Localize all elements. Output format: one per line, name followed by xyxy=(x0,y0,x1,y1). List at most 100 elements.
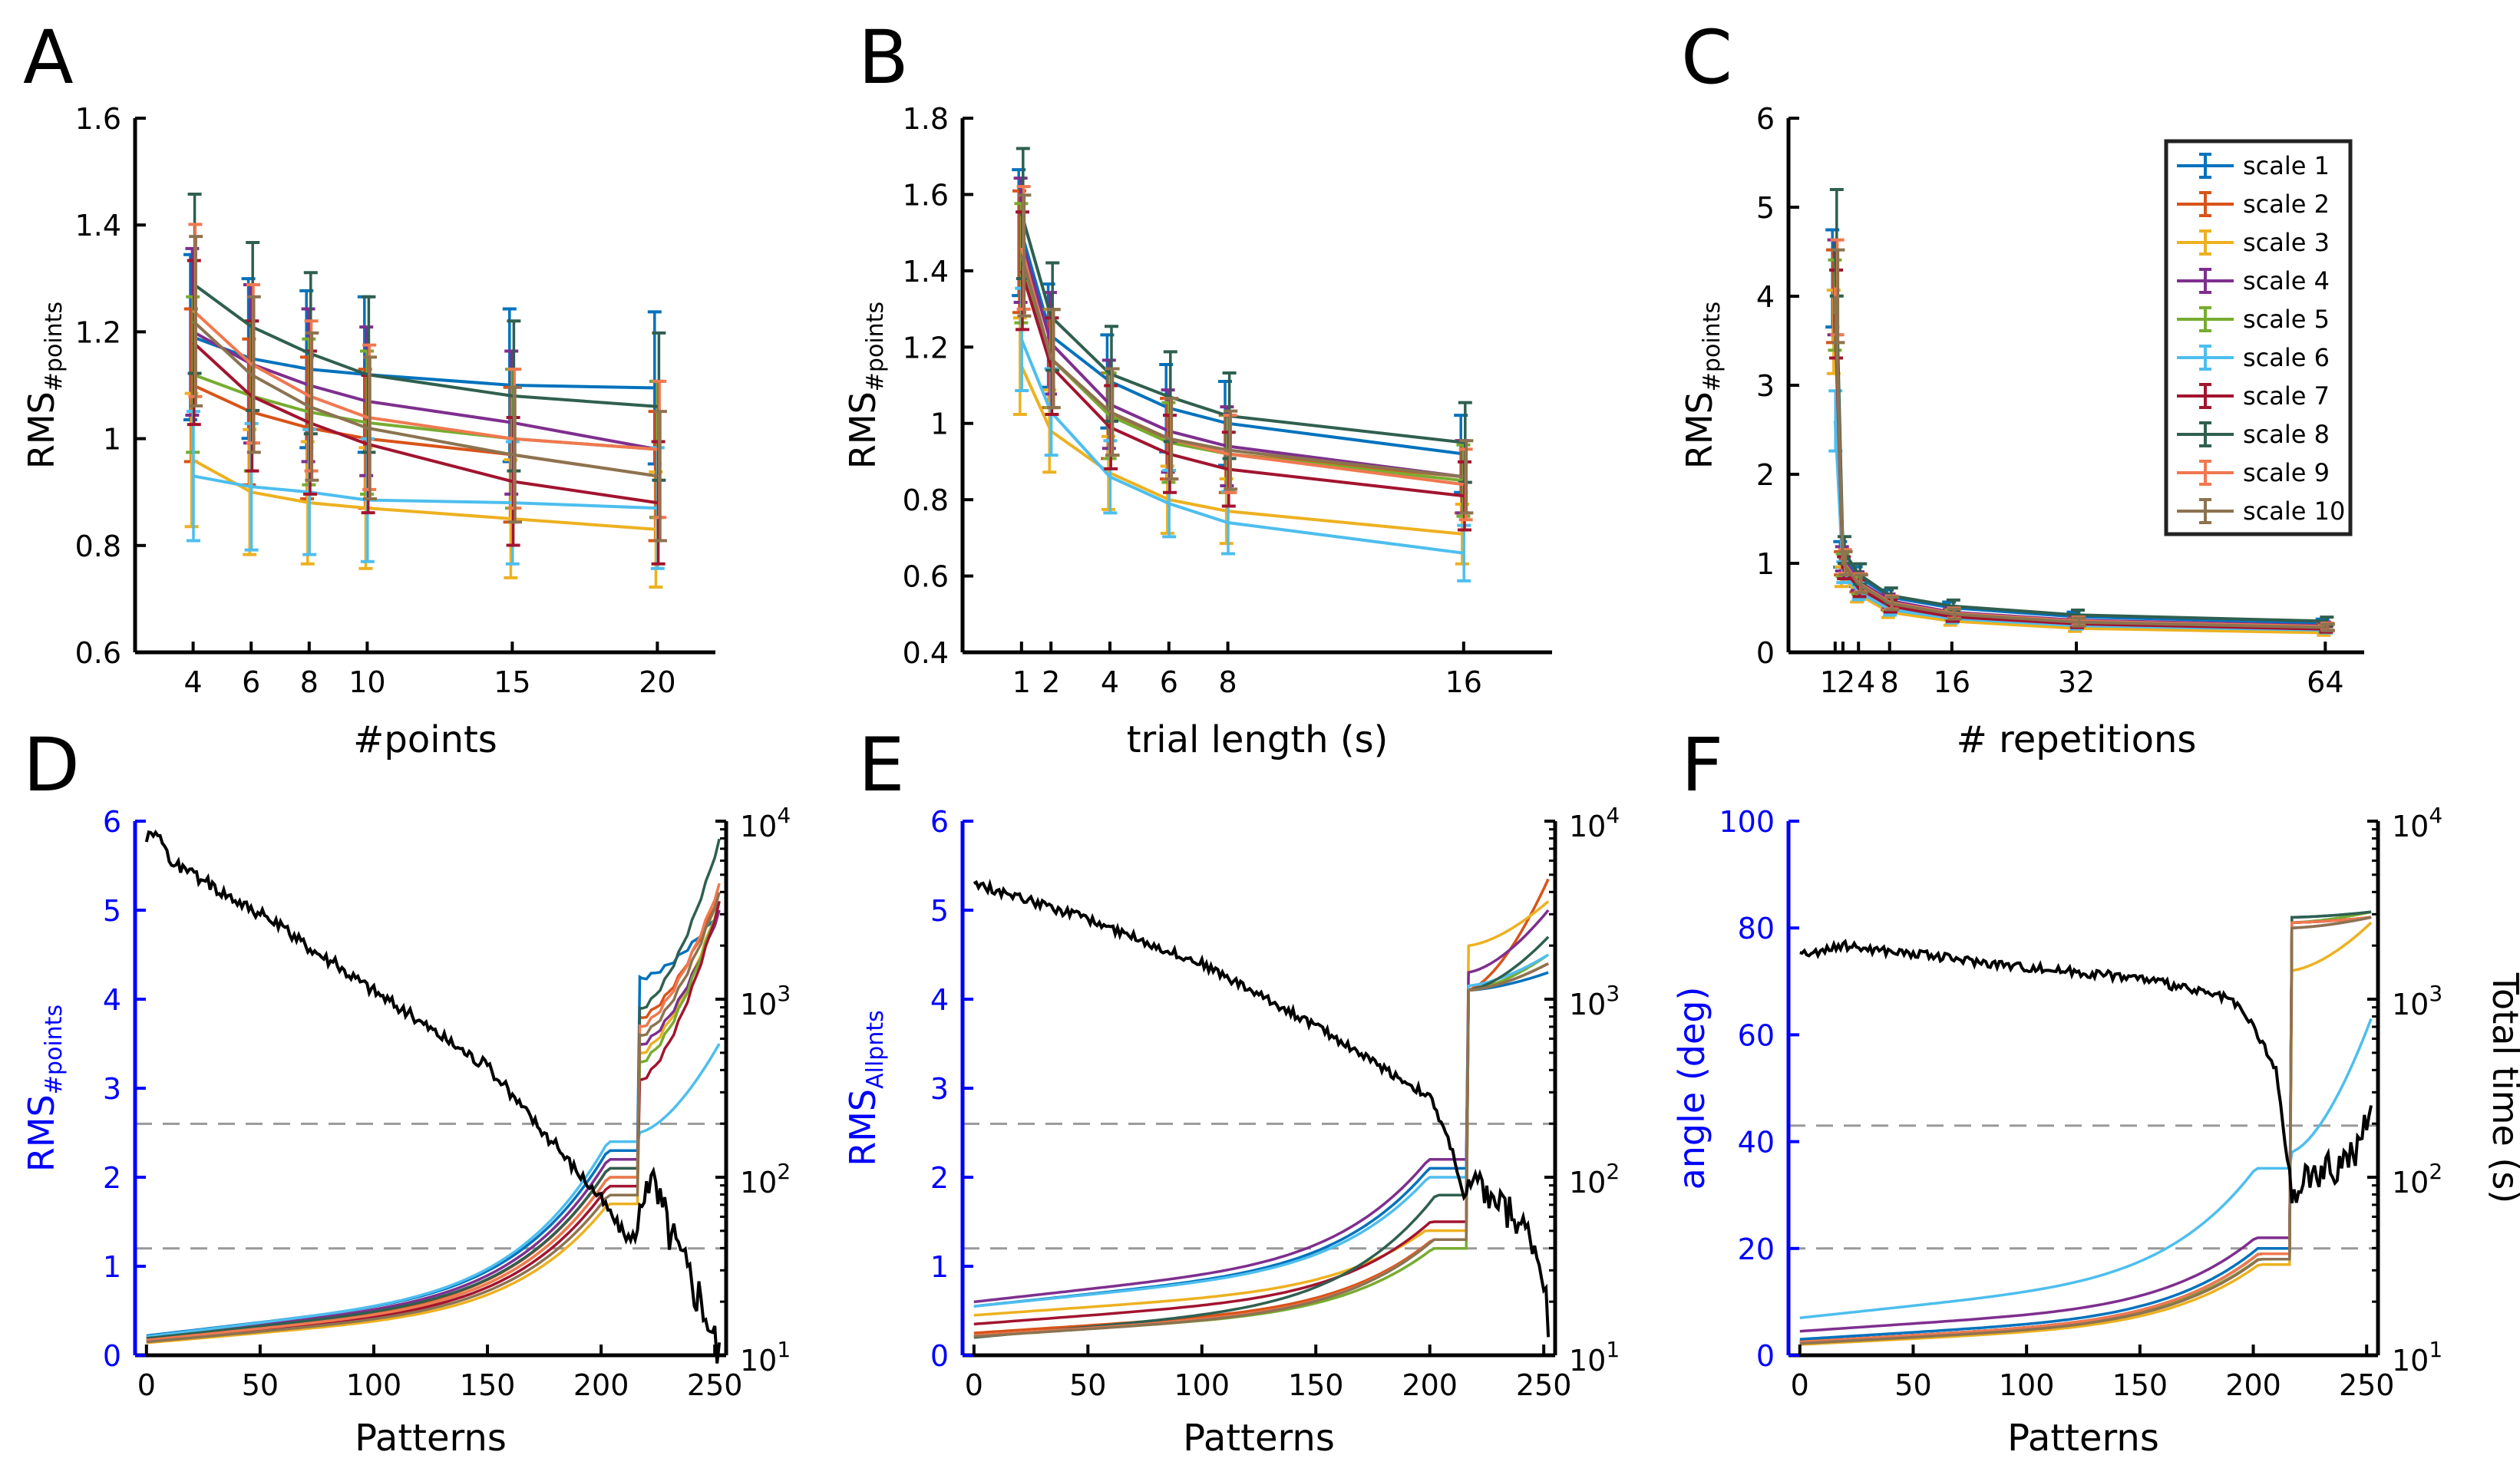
x-tick-label: 6 xyxy=(242,665,260,699)
x-tick-label: 10 xyxy=(348,665,385,699)
y-tick-label: 1.2 xyxy=(903,331,949,365)
series-line-3 xyxy=(1019,365,1464,536)
series-line-10 xyxy=(192,320,658,478)
right-tick-exponent: 3 xyxy=(777,981,791,1006)
panel-label: B xyxy=(858,15,909,101)
right-tick-exponent: 2 xyxy=(2429,1159,2442,1184)
y-tick-label: 2 xyxy=(103,1161,121,1195)
right-tick-exponent: 2 xyxy=(777,1159,791,1184)
series-line-10 xyxy=(1799,916,2372,1345)
series-line-3 xyxy=(1799,921,2373,1346)
y-tick-label: 4 xyxy=(103,983,121,1017)
y-tick-label: 5 xyxy=(1756,191,1775,225)
legend-label: scale 9 xyxy=(2243,458,2330,487)
y-tick-label: 3 xyxy=(103,1072,121,1106)
y-tick-label: 5 xyxy=(930,894,949,928)
y-tick-label: 2 xyxy=(1756,458,1775,492)
y-axis-label: RMS#points xyxy=(21,302,68,469)
y-tick-label: 3 xyxy=(1756,369,1775,403)
y-tick-label: 0 xyxy=(1756,1339,1775,1373)
legend-label: scale 8 xyxy=(2243,420,2330,449)
y-tick-label: 1 xyxy=(103,423,121,457)
x-tick-label: 150 xyxy=(2112,1368,2168,1402)
x-tick-label: 0 xyxy=(1791,1368,1809,1402)
x-tick-label: 250 xyxy=(1516,1368,1572,1402)
axes: 0.6 0.8 1 1.2 1.4 1.6 4 6 8 10 15 20 xyxy=(75,102,715,699)
x-tick-label: 16 xyxy=(1934,665,1970,699)
y-tick-label: 1 xyxy=(103,1250,121,1284)
total-time-line xyxy=(973,878,1551,1338)
x-tick-label: 1 xyxy=(1012,665,1031,699)
series-line-8 xyxy=(146,838,721,1340)
right-tick-base: 10 xyxy=(1569,810,1606,843)
right-tick-base: 10 xyxy=(740,810,777,843)
series-group xyxy=(1825,188,2335,637)
legend-item: scale 8 xyxy=(2177,420,2330,449)
y-axis-label-subscript: #points xyxy=(862,302,889,391)
right-tick-base: 10 xyxy=(2392,1166,2429,1199)
x-tick-label: 200 xyxy=(573,1368,629,1402)
total-time-line xyxy=(144,829,722,1364)
legend-label: scale 3 xyxy=(2243,228,2330,257)
legend-item: scale 9 xyxy=(2177,458,2330,487)
right-tick-base: 10 xyxy=(1569,1166,1606,1199)
x-axis-label: # repetitions xyxy=(1957,718,2197,761)
series-group xyxy=(973,878,1551,1339)
legend-label: scale 4 xyxy=(2243,266,2330,295)
y-tick-label: 20 xyxy=(1738,1232,1775,1266)
series-line-7 xyxy=(973,962,1549,1326)
y-tick-label: 1.4 xyxy=(903,255,949,289)
legend-label: scale 1 xyxy=(2243,151,2330,180)
legend: scale 1 scale 2 scale 3 scale 4 scale 5 scale… xyxy=(2164,139,2353,536)
x-tick-label: 0 xyxy=(965,1368,983,1402)
x-axis-label: Patterns xyxy=(2007,1417,2159,1460)
series-line-3 xyxy=(146,900,721,1345)
legend-item: scale 6 xyxy=(2177,343,2330,372)
x-tick-label: 8 xyxy=(1219,665,1237,699)
series-group xyxy=(183,193,667,589)
y-tick-label: 6 xyxy=(103,805,121,839)
panel-label: A xyxy=(23,15,74,101)
x-tick-label: 250 xyxy=(687,1368,743,1402)
right-tick-base: 10 xyxy=(2392,988,2429,1021)
x-axis-label: #points xyxy=(353,718,497,761)
right-tick-exponent: 1 xyxy=(777,1337,791,1362)
y-axis-label-main: RMS xyxy=(842,391,883,469)
y-tick-label: 3 xyxy=(930,1072,949,1106)
right-tick-exponent: 3 xyxy=(2429,981,2442,1006)
x-tick-label: 8 xyxy=(1881,665,1899,699)
right-tick-label: 104 xyxy=(1569,803,1620,843)
legend-item: scale 7 xyxy=(2177,381,2330,411)
y-axis-label: RMS#points xyxy=(842,302,889,469)
series-group xyxy=(1012,147,1474,582)
series-line-6 xyxy=(1019,338,1465,555)
x-tick-label: 50 xyxy=(1894,1368,1931,1402)
series-group xyxy=(1799,910,2373,1346)
x-tick-label: 32 xyxy=(2058,665,2095,699)
right-tick-label: 103 xyxy=(2392,981,2442,1021)
x-tick-label: 4 xyxy=(1857,665,1875,699)
right-tick-exponent: 1 xyxy=(1606,1337,1620,1362)
x-tick-label: 2 xyxy=(1837,665,1855,699)
x-tick-label: 100 xyxy=(1999,1368,2055,1402)
y-axis-label-main: RMS xyxy=(1679,391,1720,469)
y-axis-label-subscript: #points xyxy=(41,302,68,391)
y-tick-label: 100 xyxy=(1719,805,1775,839)
y-tick-label: 1 xyxy=(930,1250,949,1284)
x-tick-label: 50 xyxy=(242,1368,279,1402)
series-line-1 xyxy=(973,971,1549,1308)
panel-label: D xyxy=(23,722,80,808)
right-tick-label: 102 xyxy=(740,1159,791,1199)
y-tick-label: 40 xyxy=(1738,1126,1775,1160)
y-tick-label: 0.8 xyxy=(75,530,121,563)
panel-label: F xyxy=(1681,722,1723,808)
y-axis-label: RMS#points xyxy=(1679,302,1726,469)
y-tick-label: 0 xyxy=(1756,636,1775,670)
right-tick-base: 10 xyxy=(2392,1344,2429,1378)
x-tick-label: 64 xyxy=(2307,665,2343,699)
x-axis-label: trial length (s) xyxy=(1127,718,1389,761)
series-line-10 xyxy=(1019,255,1465,479)
